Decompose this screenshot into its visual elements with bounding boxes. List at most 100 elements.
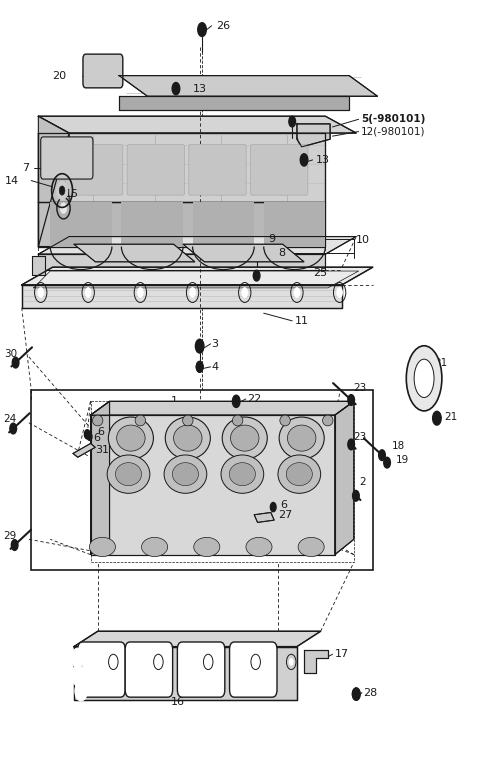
Ellipse shape [221, 455, 264, 493]
Circle shape [60, 203, 67, 214]
Text: 11: 11 [295, 316, 309, 326]
FancyBboxPatch shape [189, 144, 246, 195]
Text: 15: 15 [64, 188, 78, 198]
Text: 5(-980101): 5(-980101) [361, 114, 425, 124]
Ellipse shape [117, 425, 145, 451]
Polygon shape [50, 202, 112, 246]
Circle shape [156, 658, 161, 665]
Ellipse shape [323, 415, 333, 426]
FancyBboxPatch shape [78, 642, 125, 697]
Polygon shape [38, 254, 325, 269]
Circle shape [270, 503, 276, 512]
Polygon shape [91, 415, 335, 554]
Circle shape [352, 688, 360, 700]
Circle shape [379, 450, 385, 461]
Text: 23: 23 [353, 383, 366, 392]
Text: 31: 31 [96, 445, 109, 455]
Ellipse shape [229, 462, 255, 486]
Circle shape [84, 430, 90, 439]
Circle shape [12, 540, 18, 550]
Circle shape [137, 287, 144, 298]
Ellipse shape [89, 537, 116, 557]
Text: 13: 13 [192, 83, 206, 93]
Ellipse shape [222, 417, 267, 459]
Circle shape [300, 154, 308, 166]
Circle shape [195, 339, 204, 353]
Circle shape [206, 658, 211, 665]
Ellipse shape [288, 425, 316, 451]
Circle shape [12, 357, 19, 368]
Circle shape [294, 287, 300, 298]
Polygon shape [119, 76, 378, 96]
Polygon shape [264, 202, 325, 246]
Ellipse shape [93, 415, 103, 426]
Text: 10: 10 [356, 235, 370, 245]
Polygon shape [91, 401, 354, 415]
Polygon shape [91, 401, 109, 554]
Text: 6: 6 [93, 433, 100, 443]
Circle shape [198, 22, 206, 36]
Ellipse shape [232, 415, 243, 426]
Text: 30: 30 [4, 349, 17, 359]
Text: 1: 1 [171, 396, 178, 406]
Polygon shape [192, 202, 254, 246]
Circle shape [253, 270, 260, 281]
Polygon shape [74, 631, 321, 647]
Text: 26: 26 [216, 21, 230, 31]
Text: 6: 6 [97, 427, 105, 437]
Circle shape [111, 658, 116, 665]
FancyBboxPatch shape [83, 54, 123, 88]
Text: 27: 27 [278, 510, 292, 520]
Ellipse shape [107, 455, 150, 493]
Text: 21: 21 [444, 411, 457, 422]
Ellipse shape [278, 455, 321, 493]
Ellipse shape [172, 462, 199, 486]
Text: 13: 13 [316, 155, 330, 165]
Circle shape [289, 658, 294, 665]
Circle shape [72, 648, 84, 668]
Ellipse shape [174, 425, 202, 451]
Ellipse shape [246, 537, 272, 557]
Circle shape [348, 394, 354, 405]
Text: 4: 4 [212, 362, 219, 372]
Polygon shape [121, 202, 183, 246]
Circle shape [172, 83, 180, 95]
Circle shape [384, 457, 390, 468]
Ellipse shape [406, 346, 442, 411]
Polygon shape [22, 267, 373, 285]
Polygon shape [183, 244, 304, 262]
Text: 12(-980101): 12(-980101) [361, 127, 425, 137]
Circle shape [189, 287, 196, 298]
Circle shape [348, 439, 354, 450]
Ellipse shape [414, 359, 434, 398]
Polygon shape [74, 244, 195, 262]
Ellipse shape [165, 417, 210, 459]
Circle shape [85, 287, 92, 298]
Circle shape [352, 688, 360, 700]
FancyBboxPatch shape [178, 642, 225, 697]
Circle shape [432, 411, 441, 425]
Circle shape [353, 490, 359, 501]
Text: 25: 25 [313, 268, 328, 278]
Text: 7: 7 [22, 163, 29, 173]
Ellipse shape [298, 537, 324, 557]
Circle shape [289, 117, 296, 127]
Polygon shape [74, 647, 297, 700]
Ellipse shape [164, 455, 207, 493]
Text: 9: 9 [268, 234, 276, 244]
Ellipse shape [280, 415, 290, 426]
Polygon shape [38, 202, 325, 246]
Text: 18: 18 [392, 441, 405, 451]
FancyBboxPatch shape [229, 642, 277, 697]
Circle shape [37, 287, 44, 298]
Ellipse shape [108, 417, 154, 459]
Polygon shape [297, 124, 330, 147]
Circle shape [196, 361, 203, 372]
Polygon shape [254, 513, 274, 523]
Polygon shape [38, 117, 69, 246]
Circle shape [75, 658, 80, 665]
Polygon shape [38, 236, 356, 254]
Text: 6: 6 [280, 499, 288, 510]
Polygon shape [335, 401, 354, 554]
Circle shape [336, 287, 343, 298]
